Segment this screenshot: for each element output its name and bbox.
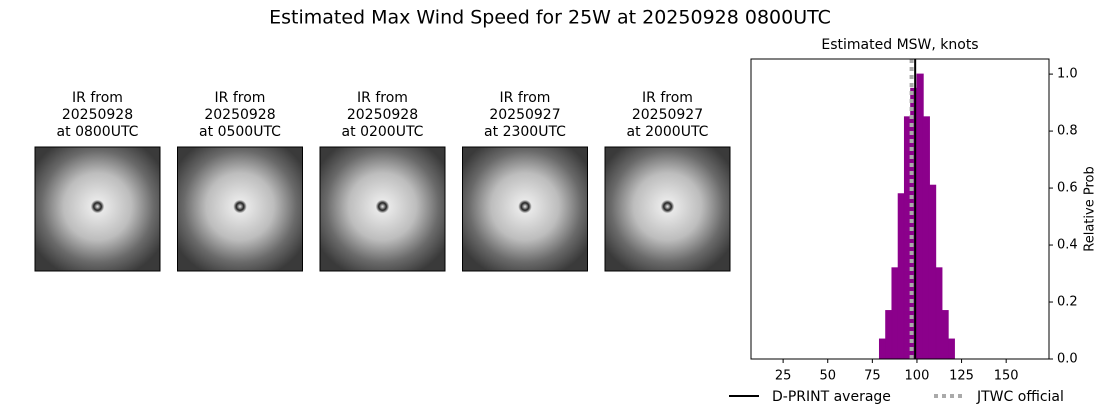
histogram: Estimated MSW, knots 25 50 75 100 125 150 0.0 0.… xyxy=(729,37,1098,405)
axes-frame xyxy=(750,58,1050,360)
panel-title: IR from xyxy=(215,90,266,106)
y-tick-label: 0.2 xyxy=(1057,295,1078,310)
axes-title: Estimated MSW, knots xyxy=(821,37,978,53)
y-tick-label: 0.4 xyxy=(1057,238,1078,253)
figure-title: Estimated Max Wind Speed for 25W at 2025… xyxy=(269,7,831,29)
panel-title: 20250927 xyxy=(632,107,703,123)
x-tick-label: 25 xyxy=(775,369,792,384)
bar xyxy=(922,116,930,360)
panel-title: 20250928 xyxy=(62,107,133,123)
x-tick-label: 100 xyxy=(905,369,930,384)
ir-image xyxy=(319,146,446,272)
panel-title: at 0500UTC xyxy=(199,124,281,140)
x-tick-label: 150 xyxy=(994,369,1019,384)
ir-image xyxy=(604,146,731,272)
panel-title: at 2300UTC xyxy=(484,124,566,140)
y-tick-label: 0.0 xyxy=(1057,352,1078,367)
ir-image xyxy=(177,146,303,272)
panel-title: IR from xyxy=(642,90,693,106)
bar xyxy=(891,267,899,360)
legend-label: D-PRINT average xyxy=(772,389,891,405)
x-tick-label: 75 xyxy=(864,369,881,384)
bar xyxy=(878,338,887,360)
panel-title: 20250927 xyxy=(489,107,560,123)
y-tick-label: 0.6 xyxy=(1057,181,1078,196)
panel-title: IR from xyxy=(500,90,551,106)
x-tick-label: 125 xyxy=(949,369,974,384)
panel-title: 20250928 xyxy=(204,107,275,123)
panel-title: 20250928 xyxy=(347,107,418,123)
bar xyxy=(885,310,893,360)
ir-image xyxy=(34,146,161,272)
bar xyxy=(897,193,905,360)
bar xyxy=(928,184,937,360)
ir-image xyxy=(462,146,588,272)
bar xyxy=(935,267,943,360)
panel-title: at 0200UTC xyxy=(342,124,424,140)
panel-title: at 2000UTC xyxy=(627,124,709,140)
bar xyxy=(916,73,924,360)
y-tick-label: 0.8 xyxy=(1057,124,1078,139)
bar xyxy=(941,310,949,360)
y-tick-label: 1.0 xyxy=(1057,67,1078,82)
x-tick-label: 50 xyxy=(819,369,836,384)
panel-title: IR from xyxy=(72,90,123,106)
y-axis-label: Relative Prob xyxy=(1083,166,1098,251)
bar xyxy=(947,338,955,360)
panel-title: at 0800UTC xyxy=(57,124,139,140)
panel-title: IR from xyxy=(357,90,408,106)
legend-label: JTWC official xyxy=(976,389,1064,405)
